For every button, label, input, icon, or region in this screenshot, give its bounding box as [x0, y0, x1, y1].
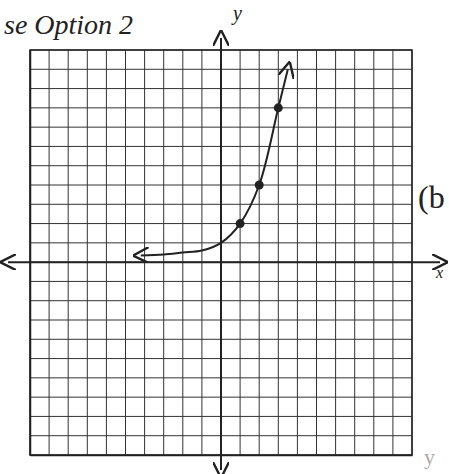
- grid-line-x: [240, 50, 241, 455]
- grid-line-x: [335, 50, 336, 455]
- y-axis-title: y: [231, 2, 242, 25]
- grid-line-x: [106, 50, 107, 455]
- grid-line-x: [316, 50, 317, 455]
- grid-line-x: [144, 50, 145, 455]
- grid-line-x: [373, 50, 374, 455]
- title: se Option 2: [4, 9, 133, 40]
- grid-line-x: [259, 50, 260, 455]
- grid-line-x: [163, 50, 164, 455]
- grid-line-x: [201, 50, 202, 455]
- grid-line-x: [87, 50, 88, 455]
- grid-line-x: [392, 50, 393, 455]
- y-axis: [30, 51, 32, 456]
- grid-line-x: [297, 50, 298, 455]
- y-zero-axis: [220, 38, 222, 470]
- point: [236, 219, 245, 228]
- grid-line-x: [354, 50, 355, 455]
- grid-line-x: [125, 50, 126, 455]
- chart: se Option 2 y x (b y: [0, 0, 449, 474]
- x-zero-axis: [8, 261, 440, 263]
- marks: [141, 69, 288, 255]
- axis-line: [30, 51, 32, 456]
- point: [274, 103, 283, 112]
- point: [255, 181, 264, 190]
- x-axis-title: x: [435, 264, 443, 281]
- annotation: y: [424, 444, 435, 469]
- grid-line-x: [49, 50, 50, 455]
- annotation: (b: [418, 179, 445, 215]
- grid-line-x: [68, 50, 69, 455]
- curve: [141, 69, 288, 255]
